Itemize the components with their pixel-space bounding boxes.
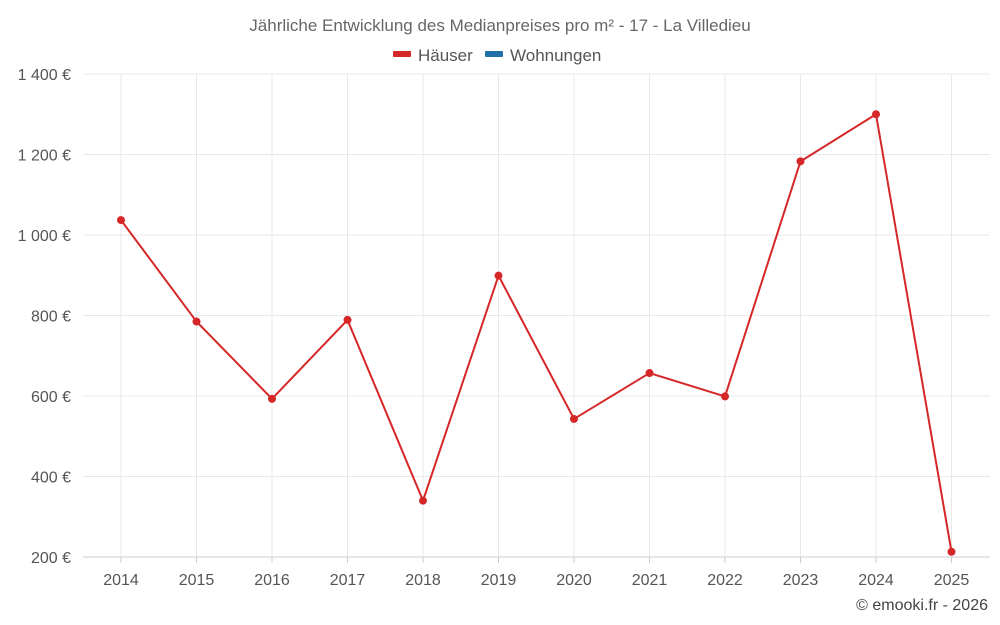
y-tick-label: 1 000 € [18,228,71,245]
legend-item-wohnungen[interactable]: Wohnungen [485,46,601,65]
x-tick-label: 2018 [405,572,441,589]
data-point[interactable] [343,315,352,324]
data-point[interactable] [419,496,427,505]
x-tick-label: 2016 [254,572,290,589]
chart-title: Jährliche Entwicklung des Medianpreises … [249,16,750,35]
data-point[interactable] [796,157,805,166]
data-point[interactable] [192,317,201,326]
data-point[interactable] [494,271,503,280]
y-axis-ticks: 200 € 400 € 600 € 800 € 1 000 € 1 200 € 1 400 … [18,67,71,567]
x-tick-label: 2020 [556,572,592,589]
series-layer [117,110,956,556]
legend-label-wohnungen: Wohnungen [510,46,601,65]
series-line-0 [120,113,953,552]
data-point[interactable] [872,110,880,119]
grid [83,73,990,558]
legend-swatch-wohnungen [485,51,503,57]
x-tick-label: 2017 [330,572,366,589]
data-point[interactable] [645,369,654,378]
x-tick-label: 2015 [179,572,215,589]
data-point[interactable] [268,394,276,403]
x-tick-label: 2024 [858,572,894,589]
x-tick-label: 2014 [103,572,139,589]
y-tick-label: 200 € [31,550,71,567]
y-tick-label: 1 200 € [18,148,71,165]
y-tick-label: 600 € [31,389,71,406]
y-tick-label: 400 € [31,470,71,487]
x-tick-label: 2022 [707,572,743,589]
data-point[interactable] [570,414,578,423]
x-tick-label: 2023 [783,572,819,589]
legend-label-haeuser: Häuser [418,46,473,65]
data-point[interactable] [721,392,729,401]
data-point[interactable] [117,216,125,225]
data-point[interactable] [947,547,956,556]
x-tick-label: 2019 [481,572,517,589]
y-tick-label: 800 € [31,309,71,326]
x-tick-label: 2021 [632,572,668,589]
legend: Häuser Wohnungen [393,46,601,65]
legend-swatch-haeuser [393,51,411,57]
x-axis-ticks: 2014 2015 2016 2017 2018 2019 2020 2021 2022 2023… [103,557,969,589]
y-tick-label: 1 400 € [18,67,71,84]
credit-text: © emooki.fr - 2026 [856,597,988,614]
x-tick-label: 2025 [934,572,970,589]
legend-item-haeuser[interactable]: Häuser [393,46,473,65]
